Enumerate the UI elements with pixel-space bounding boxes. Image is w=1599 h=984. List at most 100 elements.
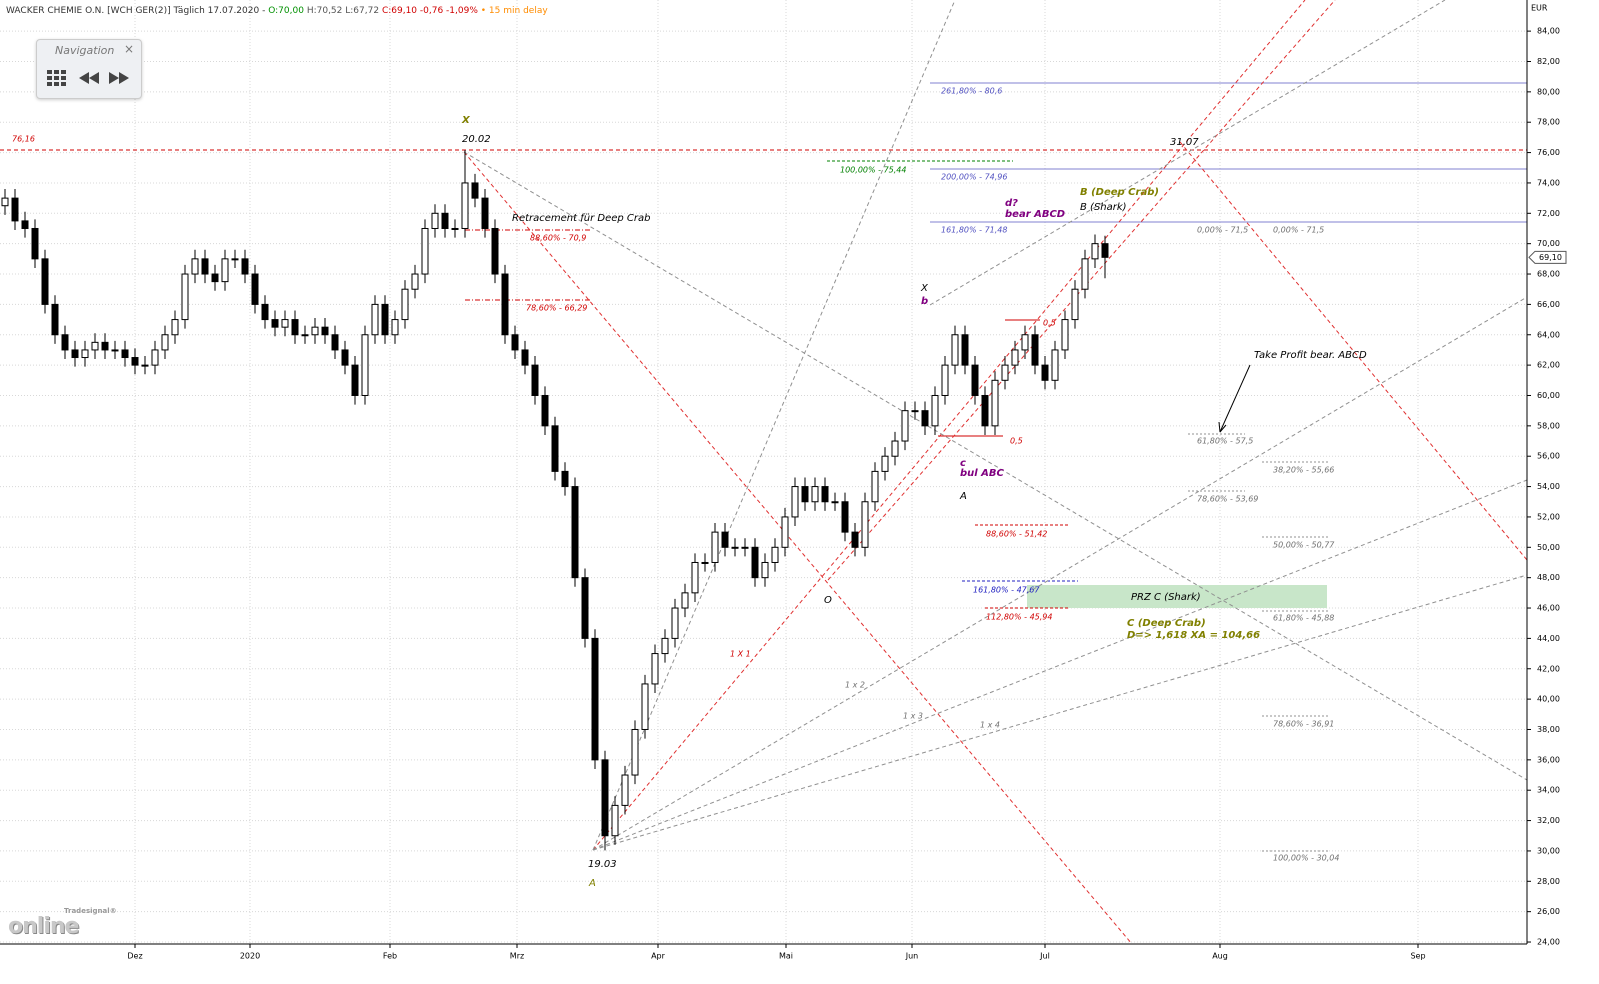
candle-body [1, 197, 9, 207]
y-tick-label: 42,00 [1537, 664, 1560, 673]
candle-body [611, 804, 619, 837]
y-tick-label: 78,00 [1537, 118, 1560, 127]
candle-body [261, 303, 269, 321]
annotation: 1 x 4 [980, 721, 1000, 730]
candle-body [651, 653, 659, 685]
x-tick-label: Feb [383, 952, 397, 961]
y-tick-label: 76,00 [1537, 148, 1560, 157]
annotation: 100,00% - 75,44 [840, 166, 906, 175]
candle-body [531, 364, 539, 396]
candle-body [771, 546, 779, 563]
y-tick-label: 54,00 [1537, 482, 1560, 491]
annotation: 50,00% - 50,77 [1273, 541, 1335, 550]
candle-body [811, 486, 819, 503]
annotation: 88,60% - 51,42 [986, 530, 1047, 539]
candle-body [1051, 349, 1059, 381]
y-tick-label: 26,00 [1537, 907, 1560, 916]
candle-body [1011, 349, 1019, 366]
x-tick-label: Mai [779, 952, 793, 961]
annotation: 76,16 [12, 135, 35, 144]
candle-body [871, 470, 879, 503]
candle-body [511, 334, 519, 351]
candle-body [31, 227, 39, 260]
candle-body [51, 303, 59, 336]
annotation: O [824, 595, 832, 606]
candle-body [81, 349, 89, 359]
candle-body [881, 455, 889, 472]
candle-body [961, 334, 969, 366]
annotation: 38,20% - 55,66 [1273, 466, 1334, 475]
candle-body [801, 486, 809, 503]
candle-body [341, 349, 349, 366]
annotation: 161,80% - 47,67 [973, 586, 1040, 595]
candle-body [931, 394, 939, 427]
candle-body [471, 182, 479, 199]
annotation: 20.02 [462, 134, 491, 145]
annotation: bear ABCD [1005, 209, 1065, 220]
candle-body [951, 334, 959, 366]
navigation-panel: Navigation × [36, 39, 142, 99]
candle-body [581, 577, 589, 639]
fib-levels [1188, 433, 1330, 852]
candle-body [621, 774, 629, 806]
candle-body [1061, 319, 1069, 351]
x-tick-label: Mrz [510, 952, 524, 961]
y-tick-label: 50,00 [1537, 543, 1560, 552]
y-tick-label: 38,00 [1537, 725, 1560, 734]
candle-body [201, 258, 209, 275]
annotation: 78,60% - 66,29 [526, 304, 587, 313]
candle-body [701, 561, 709, 564]
candle-body [731, 546, 739, 549]
candle-body [141, 364, 149, 367]
navigation-title: Navigation [55, 44, 115, 57]
candle-body [321, 326, 329, 336]
grid-button[interactable] [47, 70, 66, 86]
annotation: 31.07 [1170, 137, 1199, 148]
candle-body [541, 394, 549, 427]
y-tick-label: 56,00 [1537, 452, 1560, 461]
y-tick-label: 74,00 [1537, 178, 1560, 187]
annotation: Retracement für Deep Crab [512, 213, 651, 224]
annotation: bul ABC [960, 468, 1005, 479]
x-tick-label: 2020 [240, 952, 260, 961]
candle-body [561, 470, 569, 488]
instrument: WACKER CHEMIE O.N. [WCH GER(2)] Täglich … [6, 6, 266, 16]
candle-body [741, 546, 749, 549]
candle-body [41, 258, 49, 305]
close-button[interactable]: × [123, 42, 134, 56]
candle-body [631, 728, 639, 776]
candle-body [481, 197, 489, 229]
grid [0, 0, 1527, 944]
candle-body [351, 364, 359, 396]
candle-body [551, 425, 559, 472]
candle-body [151, 349, 159, 366]
y-tick-label: 68,00 [1537, 270, 1560, 279]
x-tick-label: Dez [127, 952, 142, 961]
annotation: 88,60% - 70,9 [530, 234, 586, 243]
candle-body [1031, 334, 1039, 366]
header: WACKER CHEMIE O.N. [WCH GER(2)] Täglich … [6, 6, 548, 16]
prz-zone [1027, 585, 1327, 608]
annotation: B (Deep Crab) [1080, 187, 1159, 198]
annotation: 1 x 2 [845, 681, 865, 690]
y-tick-label: 82,00 [1537, 57, 1560, 66]
candle-body [901, 410, 909, 442]
candle-body [411, 273, 419, 290]
y-tick-label: 36,00 [1537, 755, 1560, 764]
candle-body [891, 440, 899, 457]
candle-body [591, 637, 599, 761]
annotation: c [960, 458, 966, 469]
y-tick-label: 80,00 [1537, 87, 1560, 96]
candle-body [851, 531, 859, 548]
forward-button[interactable] [109, 72, 129, 84]
arrow [1219, 364, 1251, 433]
open: O:70,00 [268, 6, 304, 16]
x-tick-label: Jun [905, 952, 919, 961]
candle-body [691, 561, 699, 594]
close: C:69,10 -0,76 -1,09% [381, 6, 478, 16]
back-button[interactable] [79, 72, 99, 84]
candle-body [391, 319, 399, 336]
high: H:70,52 [306, 6, 343, 16]
y-tick-label: 84,00 [1537, 27, 1560, 36]
